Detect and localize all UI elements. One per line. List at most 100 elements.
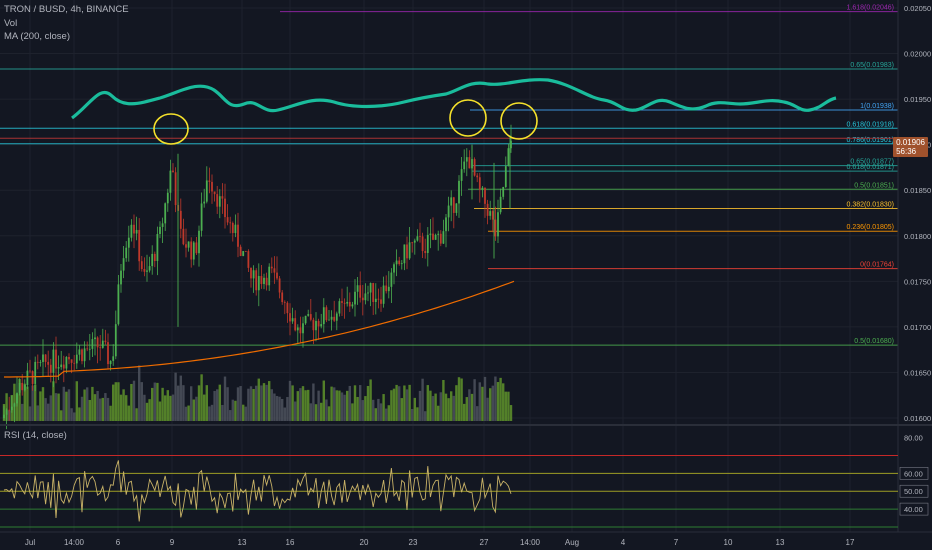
candle-body [356,285,359,292]
volume-bar [119,394,123,421]
volume-bar [387,405,390,421]
volume-bar [135,408,138,421]
volume-bar [299,388,302,421]
volume-bar [353,385,357,421]
volume-bar [234,400,237,421]
candle-body [117,284,120,325]
candle-body [94,337,96,340]
wave-drawing[interactable] [71,78,837,120]
candle-body [52,349,55,373]
time-axis[interactable]: Jul 14:00 6 9 13 16 20 23 27 14:00 Aug 4 7 10 13 17 [25,538,855,547]
candle-body [486,203,489,216]
candle-body [491,211,494,220]
volume-bar [400,398,403,421]
volume-bar [457,377,461,421]
candle-body [276,272,278,279]
candle-body [104,340,107,343]
candle-body [70,359,73,363]
candle-body [507,148,510,167]
time-tick-label: 6 [116,538,121,547]
volume-bar [301,386,305,421]
volume-bar [283,407,286,421]
volume-bar [75,381,78,421]
volume-bar [470,393,474,421]
fib-label: 0.65(0.01983) [850,62,894,69]
volume-bar [444,393,448,421]
volume-bar [252,389,255,421]
price-tick-label: 0.01650 [904,368,931,377]
volume-bar [161,387,164,421]
candle-body [413,240,416,243]
symbol-title: TRON / BUSD, 4h, BINANCE [4,4,129,15]
candle-body [387,286,390,292]
volume-bar [255,385,258,421]
volume-bar [169,395,172,421]
grid-lines [0,0,898,532]
candle-body [426,234,429,253]
candle-body [18,382,21,393]
volume-bar [408,384,411,421]
candle-body [346,301,349,304]
rsi-tick-label: 60.00 [904,469,923,478]
volume-bar [411,408,414,421]
price-tick-label: 0.02050 [904,4,931,13]
time-tick-label: 17 [846,538,855,547]
volume-bar [499,377,502,421]
rsi-pane[interactable] [0,454,898,528]
volume-bar [468,389,471,421]
volume-bar [442,379,445,421]
volume-bar [434,393,437,421]
candle-body [309,314,312,320]
candle-body [320,324,323,327]
candle-body [367,292,369,294]
fib-label: 0(0.01764) [860,262,894,269]
candle-body [278,278,281,293]
candle-body [283,302,286,303]
volume-bar [450,391,453,421]
candle-body [296,327,299,331]
volume-bar [463,403,466,421]
volume-bar [242,404,245,421]
candle-body [73,362,76,364]
candle-body [291,318,294,322]
candle-body [101,340,104,348]
candles[interactable] [3,124,512,430]
volume-bar [294,401,297,421]
volume-bar [67,389,71,421]
candle-body [421,236,424,252]
volume-bar [309,403,312,421]
candle-body [458,180,460,204]
candle-body [5,409,8,415]
price-tick-label: 0.01700 [904,323,931,332]
candle-body [75,354,78,364]
price-axis[interactable]: 0.020500.020000.019500.019000.018500.018… [899,4,931,516]
volume-bar [174,372,177,421]
fib-label: 0.786(0.01901) [847,137,894,144]
volume-bar [286,397,289,421]
volume-bar [395,384,398,421]
fib-label: 1(0.01938) [860,103,894,110]
candle-body [361,297,364,301]
volume-bar [78,407,81,421]
volume-bar [476,406,479,421]
candle-body [16,392,18,404]
volume-bar [197,385,201,421]
time-tick-label: 13 [776,538,785,547]
volume-bar [36,405,39,421]
volume-bar [270,389,273,421]
volume-bar [372,399,375,421]
time-tick-label: 10 [724,538,733,547]
candle-body [34,361,37,384]
fib-label: 0.236(0.01805) [847,224,894,231]
candle-body [416,236,419,241]
candle-body [419,236,421,238]
candle-body [369,283,372,293]
candle-body [380,299,382,304]
volume-bar [223,376,227,421]
volume-bar [377,398,380,421]
candle-body [21,382,24,391]
candle-body [99,347,102,349]
circle-annotations[interactable] [153,99,538,145]
volume-bar [132,380,136,421]
